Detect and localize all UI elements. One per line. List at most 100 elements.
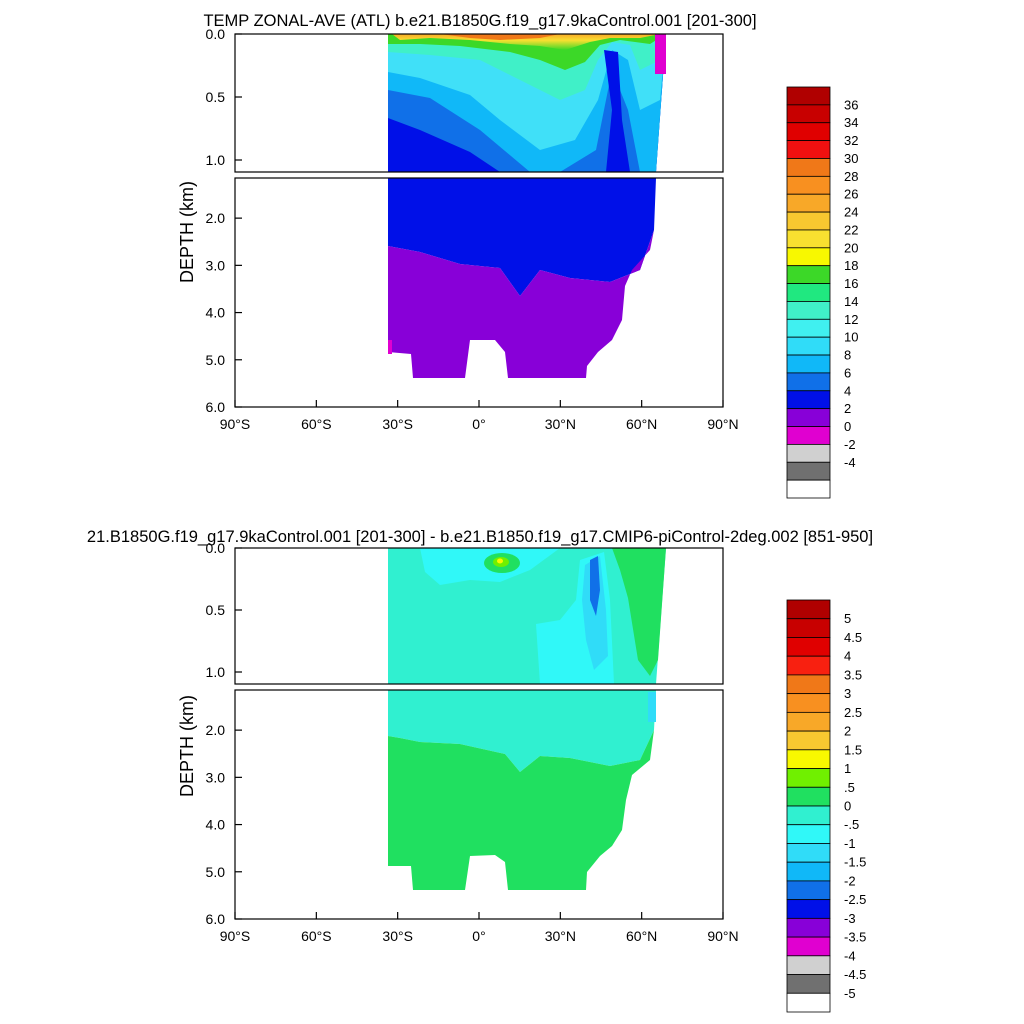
p1-colorbar-label: 18	[844, 258, 858, 273]
p1-colorbar-label: 2	[844, 401, 851, 416]
p1-colorbar-box	[786, 140, 831, 159]
p2-colorbar-box	[786, 936, 831, 957]
p2-xtick-label: 60°S	[301, 928, 332, 944]
p2-lower-neg05	[388, 690, 656, 772]
p1-colorbar-box	[786, 175, 831, 195]
p2-colorbar-label: -3	[844, 911, 856, 926]
p1-colorbar-box	[786, 158, 831, 177]
p1-colorbar-box	[786, 211, 831, 231]
p2-colorbar-label: -1.5	[844, 855, 866, 870]
p2-colorbar-label: 4	[844, 649, 851, 664]
p1-xtick-label: 30°S	[382, 416, 413, 432]
p1-colorbar-box	[786, 390, 831, 410]
p1-lower-purple-fringe	[388, 340, 392, 354]
panel-2-title: 21.B1850G.f19_g17.9kaControl.001 [201-30…	[87, 528, 873, 546]
p2-ytick-label: 3.0	[206, 769, 226, 785]
p2-colorbar-box	[786, 917, 831, 938]
p1-upper-warm	[392, 34, 660, 50]
p1-colorbar-label: 16	[844, 276, 858, 291]
p2-colorbar-box	[786, 992, 831, 1013]
p1-upper-edge	[655, 34, 666, 74]
panel-2-upper-field	[388, 548, 666, 684]
p1-colorbar-box	[786, 408, 831, 427]
p1-xtick-label: 30°N	[545, 416, 576, 432]
p1-xtick-label: 90°S	[220, 416, 251, 432]
p1-ytick-label: 4.0	[206, 305, 226, 321]
p2-colorbar-box	[786, 786, 831, 807]
p1-colorbar-box	[786, 247, 831, 267]
p2-colorbar-box	[786, 749, 831, 769]
p2-colorbar-label: 3.5	[844, 667, 862, 682]
p1-upper-14	[388, 34, 666, 100]
p2-colorbar-label: 2.5	[844, 705, 862, 720]
p1-colorbar-label: 8	[844, 348, 851, 363]
p1-ytick-label: 0.5	[206, 89, 226, 105]
p1-colorbar-label: 24	[844, 205, 858, 220]
p2-colorbar-box	[786, 693, 831, 713]
p1-colorbar-label: -2	[844, 437, 856, 452]
panel-1-upper-frame	[234, 33, 724, 173]
panel-1-lower-field	[388, 178, 656, 378]
p1-ytick-label: 6.0	[206, 399, 226, 415]
p1-colorbar-box	[786, 479, 831, 499]
p2-colorbar-label: -5	[844, 986, 856, 1001]
p2-lower-0	[388, 730, 654, 890]
p1-colorbar-label: 12	[844, 312, 858, 327]
p2-ytick-label: 1.0	[206, 664, 226, 680]
panel-1-upper-field	[388, 34, 666, 172]
p2-colorbar-label: -4	[844, 948, 856, 963]
p1-colorbar-box	[786, 372, 831, 392]
p1-colorbar-label: 30	[844, 151, 858, 166]
p1-colorbar-label: 0	[844, 419, 851, 434]
panel-2-yticks: 0.0 0.5 1.0 2.0 3.0 4.0 5.0 6.0	[206, 540, 242, 927]
p1-colorbar-box	[786, 354, 831, 374]
p2-xtick-label: 60°N	[626, 928, 657, 944]
panel-1-title: TEMP ZONAL-AVE (ATL) b.e21.B1850G.f19_g1…	[203, 12, 756, 30]
p1-colorbar-box	[786, 461, 831, 481]
p1-colorbar-label: 10	[844, 330, 858, 345]
p1-colorbar-label: 32	[844, 133, 858, 148]
p1-xtick-label: 90°N	[707, 416, 738, 432]
p1-colorbar-box	[786, 122, 831, 142]
p2-upper-coldercore	[590, 556, 600, 616]
p2-colorbar-label: 0	[844, 799, 851, 814]
p1-colorbar-box	[786, 443, 831, 463]
p2-colorbar-box	[786, 955, 831, 975]
p2-colorbar-box	[786, 599, 831, 620]
p2-colorbar-box	[786, 655, 831, 676]
p1-colorbar-box	[786, 86, 831, 106]
p1-colorbar-box	[786, 229, 831, 249]
p2-colorbar-label: -3.5	[844, 930, 866, 945]
p2-colorbar-label: -1	[844, 836, 856, 851]
panel-1-yticks: 0.0 0.5 1.0 2.0 3.0 4.0 5.0 6.0	[206, 26, 242, 415]
p1-xtick-label: 0°	[472, 416, 485, 432]
p2-colorbar-box	[786, 674, 831, 695]
p2-upper-hot-core	[497, 558, 503, 564]
p2-ytick-label: 4.0	[206, 817, 226, 833]
p1-lower-4	[388, 230, 654, 378]
p1-colorbar-box	[786, 193, 831, 213]
p1-colorbar-box	[786, 336, 831, 356]
p1-colorbar-box	[786, 104, 831, 124]
p2-ytick-label: 2.0	[206, 722, 226, 738]
panel-2-xticks: 90°S 60°S 30°S 0° 30°N 60°N 90°N	[220, 912, 739, 944]
p2-colorbar-box	[786, 711, 831, 732]
p2-upper-green	[612, 548, 666, 676]
p2-colorbar-label: 1.5	[844, 742, 862, 757]
p1-colorbar-label: 26	[844, 187, 858, 202]
p1-ytick-label: 3.0	[206, 257, 226, 273]
p2-xtick-label: 0°	[472, 928, 485, 944]
p1-ytick-label: 1.0	[206, 152, 226, 168]
p1-ytick-label: 2.0	[206, 210, 226, 226]
p1-xtick-label: 60°S	[301, 416, 332, 432]
panel-2-lower-field	[388, 690, 656, 890]
p2-xtick-label: 90°N	[707, 928, 738, 944]
p2-colorbar-box	[786, 730, 831, 751]
panel-1-xticks: 90°S 60°S 30°S 0° 30°N 60°N 90°N	[220, 400, 739, 432]
p1-colorbar-box	[786, 283, 831, 302]
p1-colorbar-label: 6	[844, 365, 851, 380]
p2-lower-edge	[648, 692, 656, 722]
p2-colorbar-label: .5	[844, 780, 855, 795]
p2-colorbar-box	[786, 805, 831, 826]
